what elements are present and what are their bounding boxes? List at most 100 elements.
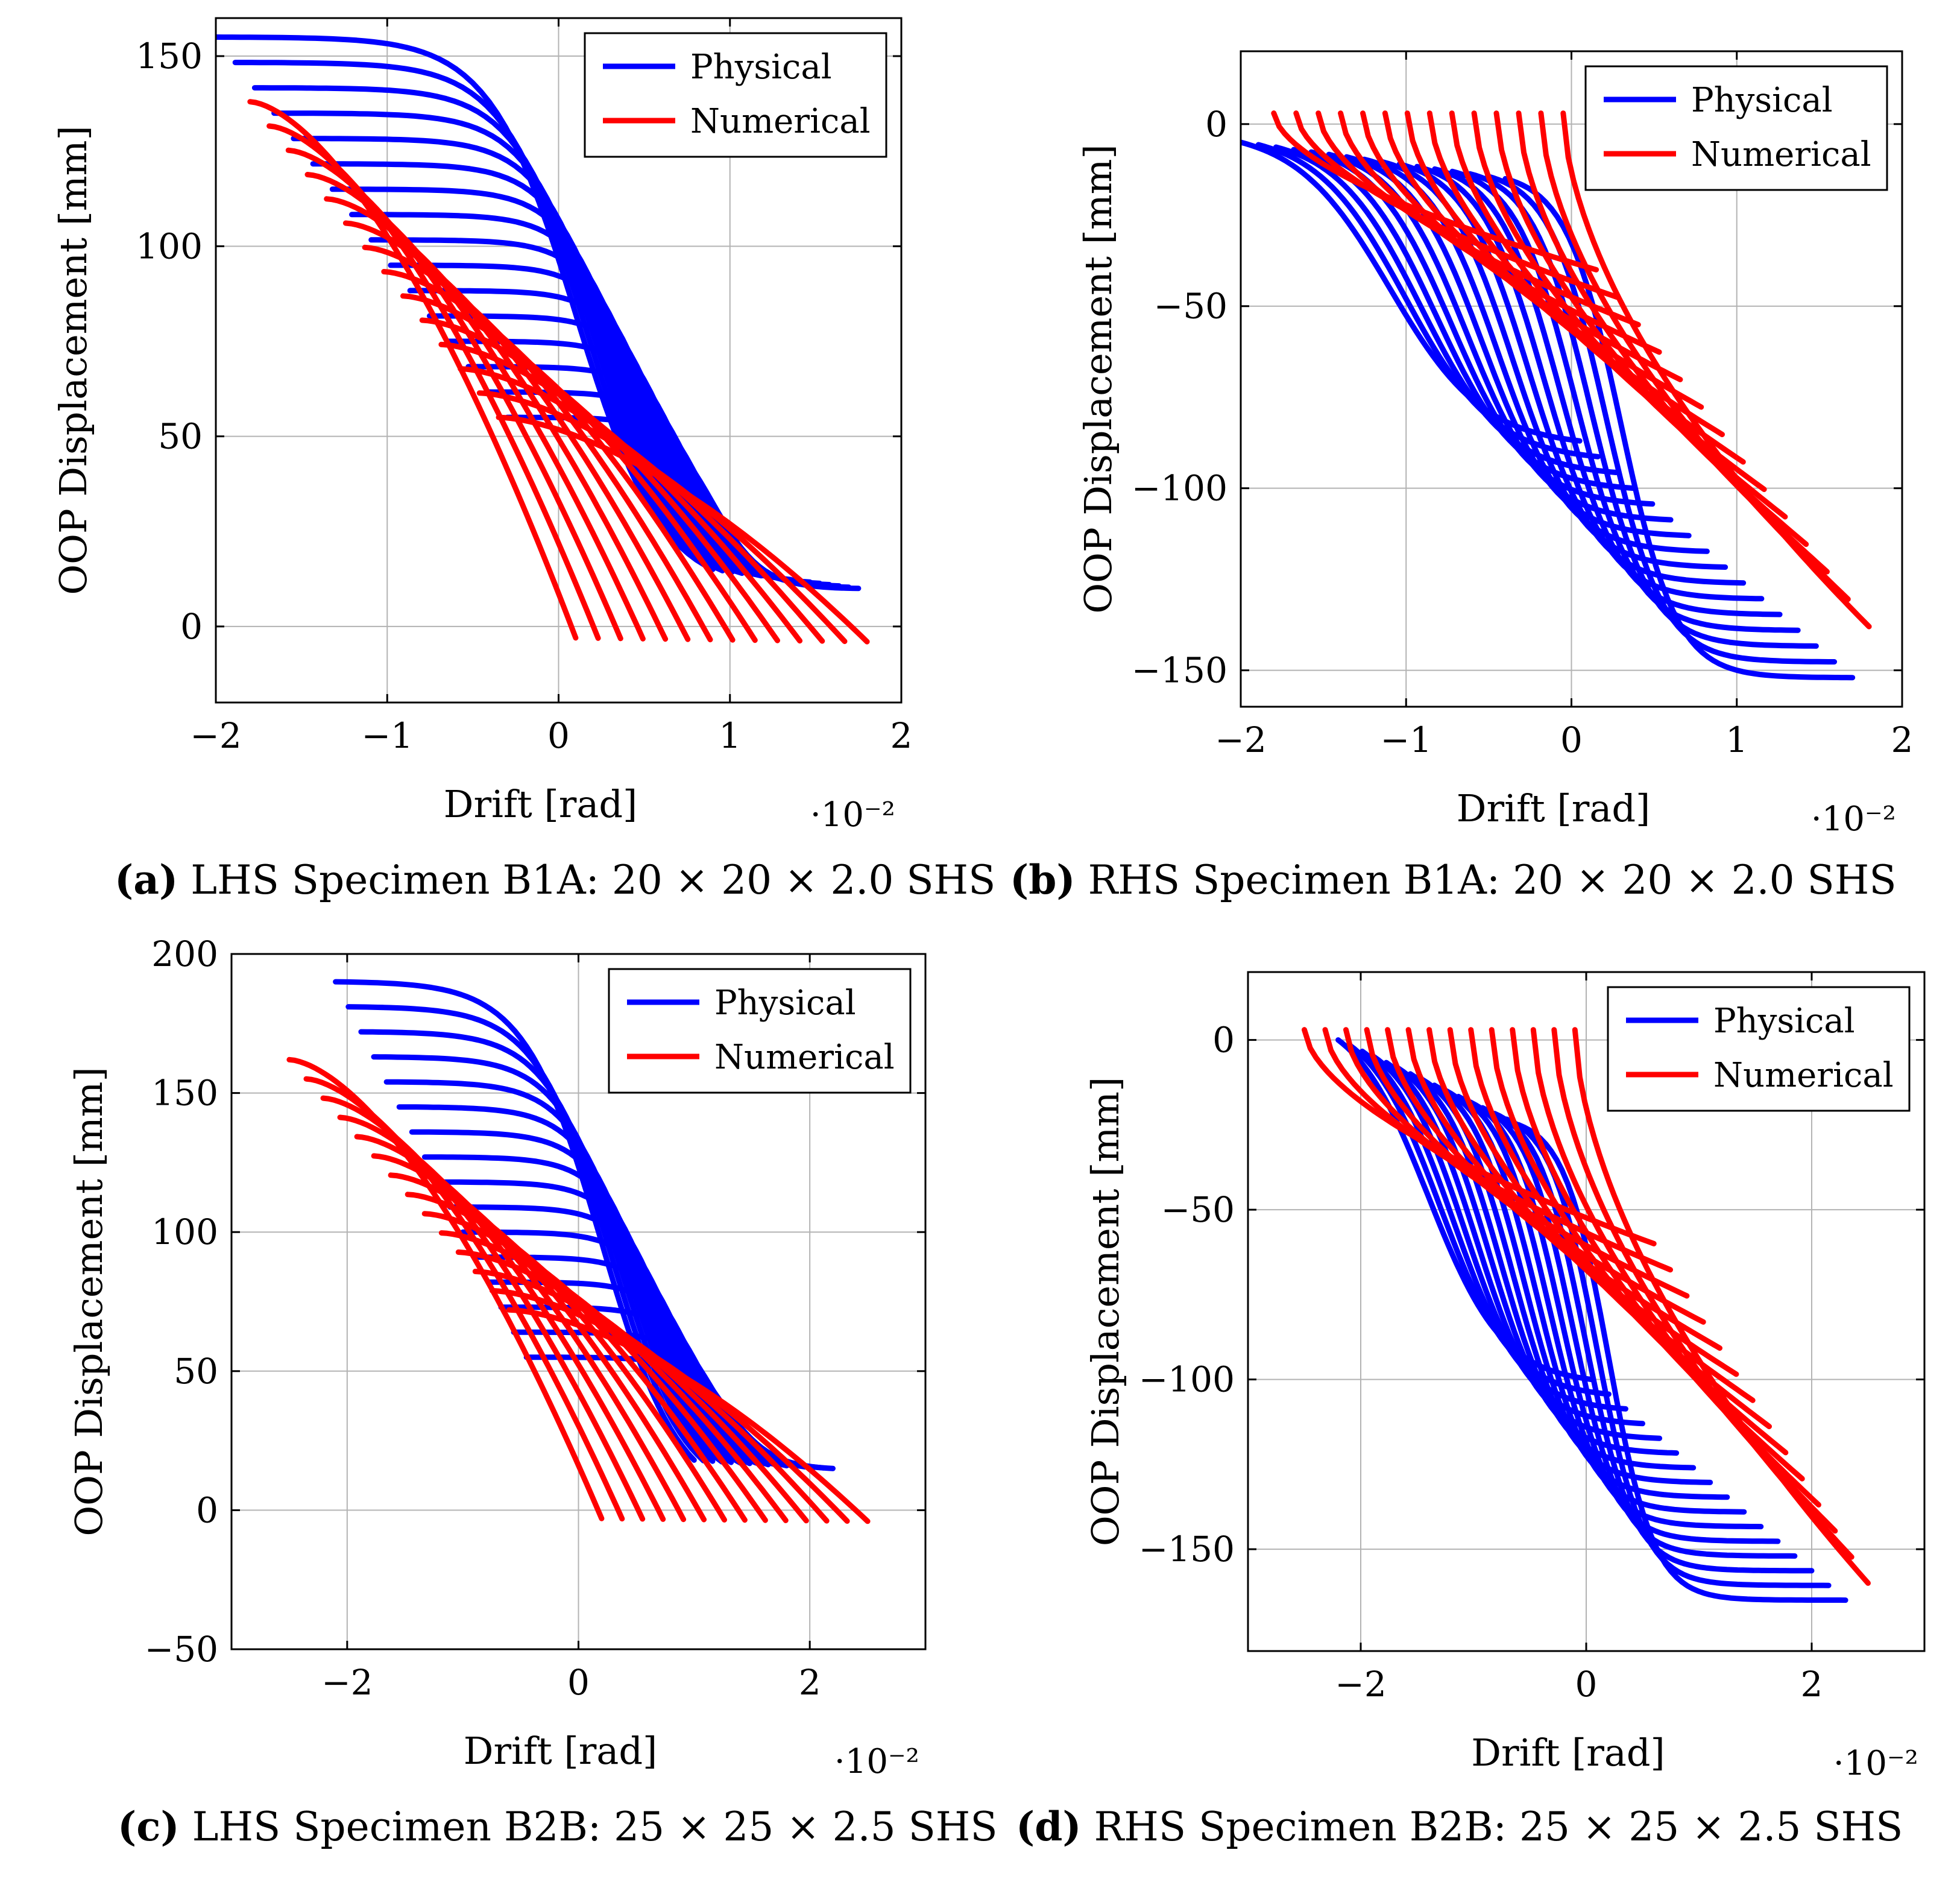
series-line-numerical <box>304 172 646 642</box>
y-axis-label: OOP Displacement [mm] <box>67 1067 111 1536</box>
y-axis-label: OOP Displacement [mm] <box>1076 144 1120 613</box>
caption-d-letter: (d) <box>1016 1803 1082 1850</box>
x-axis-label: Drift [rad] <box>464 1729 657 1773</box>
legend-box <box>584 32 887 158</box>
caption-c-letter: (c) <box>118 1803 180 1850</box>
x-tick-label: −2 <box>321 1662 373 1703</box>
y-tick-label: −50 <box>1161 1189 1235 1230</box>
x-scale-label: ·10⁻² <box>1811 800 1896 839</box>
x-axis-label: Drift [rad] <box>444 782 637 826</box>
series-line-numerical <box>1560 110 1872 630</box>
y-tick-label: 0 <box>1212 1020 1235 1061</box>
series-line-numerical <box>362 244 713 643</box>
series-line-physical <box>1371 1054 1645 1427</box>
series-line-physical <box>1432 166 1783 617</box>
chart-panel-1: −2 −1 0 1 2 −150 −100 −50 0 Drift [rad] ·10⁻² OOP D… <box>1076 50 1914 839</box>
x-tick-label: −1 <box>362 715 414 756</box>
series-line-physical <box>435 1179 771 1468</box>
y-axis-label: OOP Displacement [mm] <box>51 125 95 595</box>
x-tick-label: −2 <box>1215 719 1267 760</box>
series-line-physical <box>1502 175 1856 681</box>
legend-box <box>1607 986 1911 1112</box>
x-tick-label: 1 <box>719 715 741 756</box>
x-axis-label: Drift [rad] <box>1457 786 1650 830</box>
legend: Physical Numerical <box>1607 986 1911 1112</box>
y-tick-label: 150 <box>136 36 203 77</box>
series-line-physical <box>1516 1122 1848 1603</box>
x-tick-label: 2 <box>1891 719 1914 760</box>
caption-b-letter: (b) <box>1010 856 1076 903</box>
series-line-physical <box>1407 1071 1697 1471</box>
legend-label-physical: Physical <box>1713 1002 1855 1041</box>
x-tick-label: 2 <box>1801 1664 1823 1705</box>
series-line-numerical <box>476 390 848 645</box>
x-scale-label: ·10⁻² <box>1833 1744 1918 1783</box>
series-line-physical <box>421 1154 762 1467</box>
series-line-physical <box>1241 139 1583 444</box>
legend-label-physical: Physical <box>1691 81 1833 120</box>
series-line-physical <box>291 136 755 578</box>
series-line-numerical <box>286 1056 605 1521</box>
plot-area <box>286 979 871 1524</box>
y-tick-label: 50 <box>158 416 203 457</box>
caption-a-text: LHS Specimen B1A: 20 × 20 × 2.0 SHS <box>191 857 996 903</box>
caption-b-text: RHS Specimen B1A: 20 × 20 × 2.0 SHS <box>1088 857 1897 903</box>
legend-box <box>1584 65 1888 191</box>
caption-a: (a) LHS Specimen B1A: 20 × 20 × 2.0 SHS <box>115 856 995 903</box>
x-tick-label: 2 <box>799 1662 821 1703</box>
plot-area <box>1302 1027 1871 1603</box>
x-tick-label: 0 <box>1560 719 1583 760</box>
caption-a-letter: (a) <box>115 856 178 903</box>
legend-label-numerical: Numerical <box>714 1038 895 1077</box>
legend-label-numerical: Numerical <box>1691 135 1871 174</box>
chart-panel-2: −2 0 2 −50 0 50 100 150 200 Drift [rad] ·10⁻² OOP D… <box>67 933 927 1781</box>
caption-d-text: RHS Specimen B2B: 25 × 25 × 2.5 SHS <box>1094 1804 1903 1850</box>
x-tick-label: 0 <box>567 1662 590 1703</box>
y-tick-label: 0 <box>180 606 203 647</box>
series-line-numerical <box>1572 1027 1871 1586</box>
x-tick-label: −1 <box>1381 719 1432 760</box>
legend: Physical Numerical <box>584 32 887 158</box>
caption-d: (d) RHS Specimen B2B: 25 × 25 × 2.5 SHS <box>1016 1803 1903 1850</box>
legend: Physical Numerical <box>1584 65 1888 191</box>
y-tick-label: −50 <box>1154 286 1227 327</box>
x-tick-label: 2 <box>890 715 913 756</box>
x-axis-label: Drift [rad] <box>1471 1731 1665 1775</box>
series-line-numerical <box>320 1095 646 1522</box>
chart-panel-3: −2 0 2 −150 −100 −50 0 Drift [rad] ·10⁻² OOP Disp… <box>1083 971 1926 1783</box>
plot-area <box>216 34 870 645</box>
x-tick-label: 1 <box>1725 719 1748 760</box>
series-line-physical <box>1449 168 1801 633</box>
y-tick-label: 0 <box>1205 104 1227 145</box>
y-tick-label: 100 <box>151 1211 218 1252</box>
y-tick-label: −50 <box>145 1629 218 1670</box>
series-line-physical <box>1396 161 1747 586</box>
y-tick-label: −150 <box>1139 1529 1235 1570</box>
legend-label-physical: Physical <box>714 984 856 1023</box>
y-tick-label: −100 <box>1139 1359 1235 1400</box>
y-tick-label: −100 <box>1132 468 1227 509</box>
x-scale-label: ·10⁻² <box>810 795 895 835</box>
series-line-physical <box>310 161 764 579</box>
series-line-physical <box>1414 163 1765 602</box>
legend-label-numerical: Numerical <box>1713 1056 1894 1095</box>
legend-label-numerical: Numerical <box>690 102 871 141</box>
series-line-numerical <box>506 1307 871 1524</box>
y-axis-label: OOP Displacement [mm] <box>1083 1077 1127 1546</box>
y-tick-label: 50 <box>174 1351 218 1392</box>
y-tick-label: 200 <box>151 933 218 974</box>
y-tick-label: 0 <box>196 1489 218 1530</box>
x-tick-label: 0 <box>1575 1664 1598 1705</box>
caption-c: (c) LHS Specimen B2B: 25 × 25 × 2.5 SHS <box>118 1803 998 1850</box>
caption-b: (b) RHS Specimen B1A: 20 × 20 × 2.0 SHS <box>1010 856 1897 903</box>
plot-area <box>1241 110 1872 681</box>
chart-panel-0: −2 −1 0 1 2 0 50 100 150 Drift [rad] ·10⁻² OOP Disp… <box>51 17 913 835</box>
y-tick-label: 150 <box>151 1073 218 1114</box>
legend-box <box>608 968 912 1094</box>
legend: Physical Numerical <box>608 968 912 1094</box>
x-tick-label: −2 <box>1335 1664 1387 1705</box>
caption-c-text: LHS Specimen B2B: 25 × 25 × 2.5 SHS <box>192 1804 998 1850</box>
series-line-numerical <box>266 123 601 641</box>
legend-label-physical: Physical <box>690 48 832 87</box>
